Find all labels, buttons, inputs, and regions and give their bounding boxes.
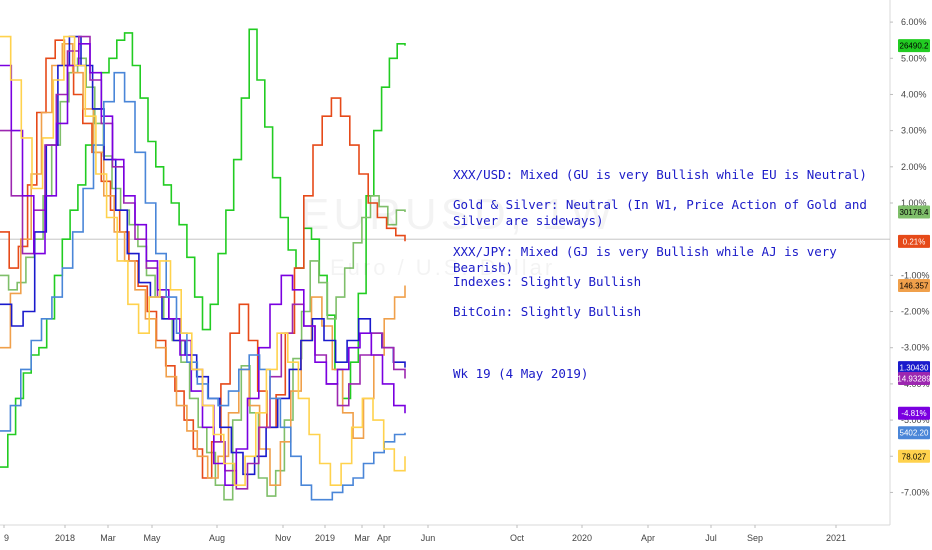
price-tag-box	[898, 426, 930, 440]
x-tick-label: 2018	[55, 533, 75, 543]
x-tick-label: 2021	[826, 533, 846, 543]
price-tag-box	[898, 205, 930, 219]
y-tick-label: 4.00%	[901, 89, 927, 99]
x-tick-label: May	[143, 533, 161, 543]
y-tick-label: -3.00%	[901, 343, 930, 353]
x-tick-label: Oct	[510, 533, 525, 543]
annotation-gold-silver: Gold & Silver: Neutral (In W1, Price Act…	[453, 197, 875, 228]
y-tick-label: -7.00%	[901, 487, 930, 497]
price-tag-box	[898, 406, 930, 420]
symbol-watermark-subtitle: Euro / U.S. Dollar	[330, 255, 555, 281]
x-tick-label: Mar	[354, 533, 370, 543]
price-tag-label: 78.027	[902, 452, 927, 461]
y-tick-label: -2.00%	[901, 307, 930, 317]
x-tick-label: 9	[4, 533, 9, 543]
symbol-watermark: EURUSD, 1W	[300, 190, 616, 240]
series-line-6	[0, 43, 406, 486]
annotation-xxxusd: XXX/USD: Mixed (GU is very Bullish while…	[453, 167, 867, 182]
x-tick-label: Jun	[421, 533, 436, 543]
price-tag-box	[898, 39, 930, 53]
price-tag-box	[898, 371, 930, 385]
y-tick-label: 2.00%	[901, 162, 927, 172]
x-tick-label: Apr	[377, 533, 391, 543]
y-tick-label: 1.00%	[901, 198, 927, 208]
annotation-week: Wk 19 (4 May 2019)	[453, 366, 589, 381]
price-tag-box	[898, 234, 930, 248]
annotation-xxxjpy: XXX/JPY: Mixed (GJ is very Bullish while…	[453, 244, 845, 275]
price-tag-label: 30178.4	[900, 208, 929, 217]
price-tag-label: 1.30430	[900, 364, 929, 373]
price-tag-box	[898, 361, 930, 375]
price-tag-box	[898, 278, 930, 292]
x-tick-label: Aug	[209, 533, 225, 543]
price-tag-label: 5402.20	[900, 429, 929, 438]
price-tag-box	[898, 449, 930, 463]
x-tick-label: Apr	[641, 533, 655, 543]
series-line-8	[0, 35, 406, 486]
series-line-4	[0, 35, 406, 476]
price-tag-label: -4.81%	[901, 409, 926, 418]
y-tick-label: 6.00%	[901, 17, 927, 27]
price-tag-label: 26490.2	[900, 42, 929, 51]
x-tick-label: Jul	[705, 533, 717, 543]
price-tag-label: 14.93289	[897, 374, 931, 383]
price-tag-label: 146.357	[900, 281, 929, 290]
y-tick-label: -1.00%	[901, 270, 930, 280]
price-tag-label: 0.21%	[903, 237, 926, 246]
y-tick-label: 3.00%	[901, 126, 927, 136]
x-tick-label: 2019	[315, 533, 335, 543]
annotation-bitcoin: BitCoin: Slightly Bullish	[453, 304, 642, 319]
x-tick-label: Nov	[275, 533, 292, 543]
annotation-indexes: Indexes: Slightly Bullish	[453, 274, 642, 289]
y-tick-label: 5.00%	[901, 53, 927, 63]
x-tick-label: 2020	[572, 533, 592, 543]
x-tick-label: Sep	[747, 533, 763, 543]
x-tick-label: Mar	[100, 533, 116, 543]
x-axis-band	[0, 526, 932, 550]
y-tick-label: -5.00%	[901, 415, 930, 425]
